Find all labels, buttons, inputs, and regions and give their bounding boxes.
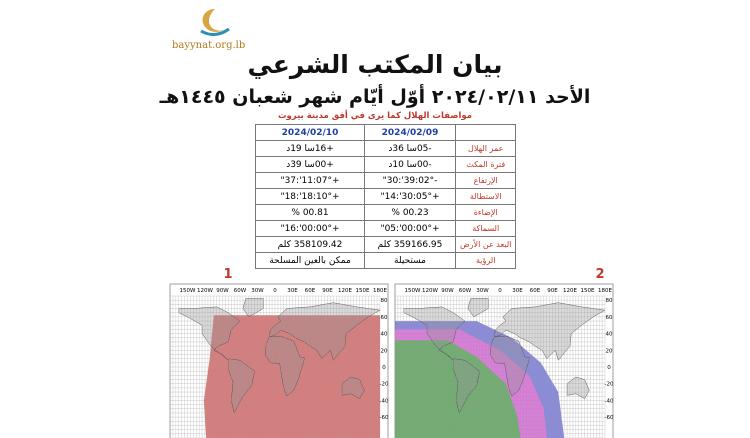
map-number: 2 [595, 267, 604, 282]
cell: مستحيلة [364, 252, 456, 269]
lat-label: -40 [380, 398, 389, 404]
cell: 00.81 % [255, 204, 365, 221]
lon-label: 180E [598, 288, 612, 294]
lon-label: 0 [273, 288, 277, 294]
lat-label: -60 [605, 415, 614, 421]
table-row: السماكة +00°:00':05" +00°:00':16" [255, 220, 517, 237]
lon-label: 120E [563, 288, 577, 294]
lon-label: 90E [322, 288, 333, 294]
table-row: عمر الهلال -05سا 36د +16سا 19د [255, 140, 517, 157]
lon-label: 30W [251, 288, 264, 294]
lat-label: -20 [380, 382, 389, 388]
lon-label: 90W [441, 288, 454, 294]
table-row: الإرتفاع -02°:39':30" +07°:11':37" [255, 172, 517, 189]
row-label: الرؤية [454, 252, 517, 269]
lat-label: 80 [381, 298, 388, 304]
row-label: الإضاءة [454, 204, 517, 221]
lon-label: 180E [373, 288, 387, 294]
lat-label: -60 [380, 415, 389, 421]
lon-label: 30E [287, 288, 298, 294]
lon-label: 150E [356, 288, 370, 294]
lon-label: 150W [180, 288, 196, 294]
lat-label: 0 [607, 365, 611, 371]
lon-label: 120E [338, 288, 352, 294]
lon-label: 60E [530, 288, 541, 294]
lat-label: 40 [381, 332, 388, 338]
lon-label: 90W [216, 288, 229, 294]
lon-label: 150W [405, 288, 421, 294]
lon-label: 0 [498, 288, 502, 294]
lon-label: 90E [547, 288, 558, 294]
caption: مواصفات الهلال كما يرى في أفق مدينة بيرو… [277, 111, 472, 121]
table-row: الإضاءة 00.23 % 00.81 % [255, 204, 517, 221]
lon-label: 120W [197, 288, 213, 294]
lon-label: 60W [234, 288, 247, 294]
lat-label: 80 [606, 298, 613, 304]
lon-label: 60E [305, 288, 316, 294]
cell: +00°:00':05" [364, 220, 456, 237]
world-map: 150W 120W 90W 60W 30W 0 30E 60E 90E 120E 150E 180E 8… [169, 267, 389, 438]
lat-label: 20 [381, 348, 388, 354]
lon-label: 30E [512, 288, 523, 294]
lat-label: -40 [605, 398, 614, 404]
table-row: البعد عن الأرض 359166.95 كلم 358109.42 كلم [255, 236, 517, 253]
lon-label: 60W [459, 288, 472, 294]
map-number: 1 [223, 267, 232, 282]
world-map: 150W 120W 90W 60W 30W 0 30E 60E 90E 120E 150E 180E 8… [394, 267, 614, 438]
table-row: الرؤية مستحيلة ممكن بالعين المسلحة [255, 252, 517, 269]
lat-label: 0 [382, 365, 386, 371]
lat-label: -20 [605, 382, 614, 388]
moon-table: 2024/02/09 2024/02/10 عمر الهلال -05سا 36د +… [255, 124, 517, 269]
subtitle: الأحد ٢٠٢٤/٠٢/١١ أوّل أيّام شهر شعبان ١٤… [159, 86, 591, 108]
lat-label: 60 [381, 315, 388, 321]
title: بيان المكتب الشرعي [247, 50, 503, 79]
cell: ممكن بالعين المسلحة [255, 252, 365, 269]
lon-label: 150E [581, 288, 595, 294]
lon-label: 30W [476, 288, 489, 294]
cell: -02°:39':30" [364, 172, 456, 189]
lat-label: 60 [606, 315, 613, 321]
lat-label: 20 [606, 348, 613, 354]
logo-icon [200, 9, 230, 36]
lat-label: 40 [606, 332, 613, 338]
lon-label: 120W [422, 288, 438, 294]
table-row: الاستطالة +05°:30':14" +10°:18':18" [255, 188, 517, 205]
logo-text: bayynat.org.lb [172, 40, 246, 51]
visibility-zone [395, 340, 521, 438]
visibility-zone [203, 315, 380, 438]
